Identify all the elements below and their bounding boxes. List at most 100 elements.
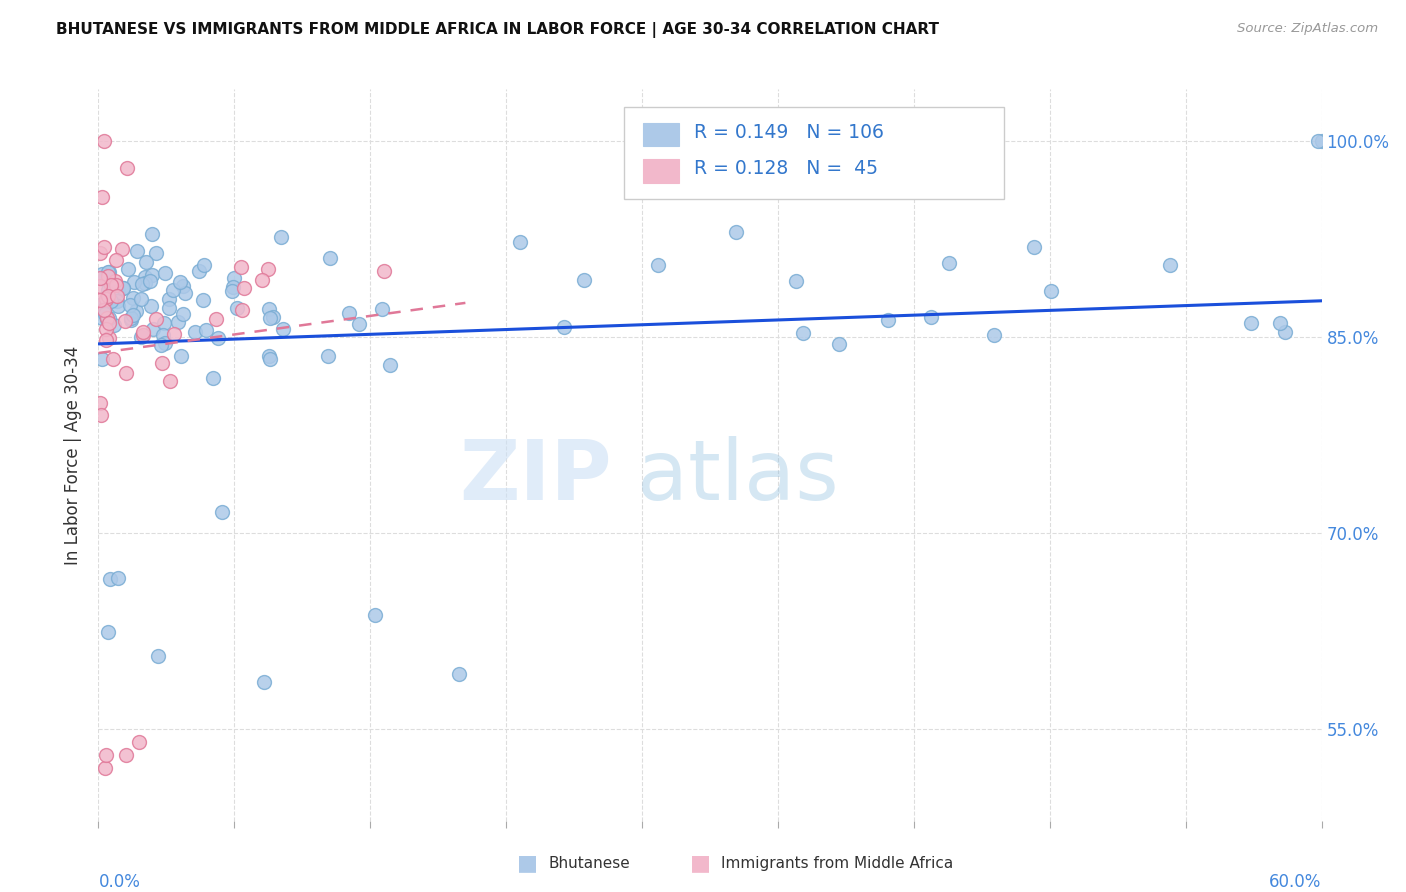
Point <box>97 625 120 640</box>
Point <box>174 286 197 301</box>
Point <box>98 572 121 586</box>
Point <box>447 667 470 681</box>
Point <box>202 371 225 385</box>
Point <box>94 761 117 775</box>
Point <box>271 322 294 336</box>
Point <box>91 268 114 282</box>
Y-axis label: In Labor Force | Age 30-34: In Labor Force | Age 30-34 <box>65 345 83 565</box>
Point <box>259 352 281 367</box>
Point <box>122 275 145 289</box>
Point <box>146 648 169 663</box>
Point <box>114 314 136 328</box>
Point <box>207 331 229 345</box>
Point <box>877 313 900 327</box>
Point <box>1039 284 1062 298</box>
Point <box>141 268 163 282</box>
Point <box>169 349 191 363</box>
Point <box>1022 240 1045 254</box>
Point <box>98 310 121 325</box>
Point <box>89 271 111 285</box>
Point <box>1306 135 1329 149</box>
Point <box>257 349 280 363</box>
Text: Immigrants from Middle Africa: Immigrants from Middle Africa <box>721 856 953 871</box>
Point <box>1240 316 1263 330</box>
Point <box>259 311 281 326</box>
Text: R = 0.128   N =  45: R = 0.128 N = 45 <box>695 160 879 178</box>
Point <box>250 272 273 286</box>
Point <box>145 246 167 260</box>
Point <box>257 301 280 316</box>
Point <box>115 161 138 175</box>
Point <box>183 325 205 339</box>
Point <box>105 293 128 308</box>
Point <box>349 317 371 331</box>
Point <box>222 271 245 285</box>
Point <box>125 244 148 259</box>
Point <box>363 607 385 622</box>
Point <box>105 289 128 303</box>
Point <box>157 292 180 306</box>
Point <box>97 289 120 303</box>
Point <box>131 277 153 291</box>
Point <box>120 311 142 326</box>
Point <box>93 240 115 254</box>
Point <box>337 306 360 320</box>
Point <box>231 260 253 275</box>
Point <box>111 281 134 295</box>
Point <box>96 310 118 325</box>
Point <box>172 278 194 293</box>
Point <box>139 299 162 313</box>
Point <box>94 307 117 321</box>
Text: 0.0%: 0.0% <box>98 873 141 891</box>
Point <box>920 310 942 324</box>
Point <box>792 326 814 340</box>
Point <box>111 242 134 256</box>
Point <box>221 284 243 298</box>
Point <box>115 366 138 380</box>
Point <box>94 333 117 347</box>
Point <box>128 735 150 749</box>
Point <box>107 284 129 298</box>
Point <box>150 337 173 351</box>
Point <box>188 263 211 277</box>
Point <box>134 276 156 290</box>
Point <box>89 395 111 409</box>
Point <box>107 299 129 313</box>
Point <box>262 310 284 324</box>
Point <box>93 302 115 317</box>
Point <box>125 304 148 318</box>
Point <box>221 279 243 293</box>
Point <box>370 301 392 316</box>
Point <box>785 274 807 288</box>
Point <box>94 292 117 306</box>
Point <box>724 225 747 239</box>
Point <box>231 303 253 318</box>
Point <box>167 315 190 329</box>
Text: ■: ■ <box>690 854 710 873</box>
Text: R = 0.149   N = 106: R = 0.149 N = 106 <box>695 123 884 142</box>
Point <box>153 335 176 350</box>
Text: ZIP: ZIP <box>460 436 612 517</box>
Point <box>90 408 112 422</box>
Point <box>211 505 233 519</box>
Point <box>101 351 124 366</box>
Text: BHUTANESE VS IMMIGRANTS FROM MIDDLE AFRICA IN LABOR FORCE | AGE 30-34 CORRELATIO: BHUTANESE VS IMMIGRANTS FROM MIDDLE AFRI… <box>56 22 939 38</box>
Point <box>172 307 194 321</box>
Point <box>193 293 215 307</box>
Point <box>105 252 128 267</box>
Point <box>270 230 292 244</box>
Point <box>135 255 157 269</box>
Point <box>91 310 114 325</box>
Point <box>104 274 127 288</box>
Text: Bhutanese: Bhutanese <box>548 856 630 871</box>
Point <box>574 273 596 287</box>
Point <box>104 278 127 293</box>
Point <box>647 258 669 272</box>
Bar <box>643 160 679 183</box>
FancyBboxPatch shape <box>624 108 1004 199</box>
Point <box>91 351 114 366</box>
Point <box>89 293 111 307</box>
Point <box>163 327 186 342</box>
Point <box>232 281 254 295</box>
Point <box>129 330 152 344</box>
